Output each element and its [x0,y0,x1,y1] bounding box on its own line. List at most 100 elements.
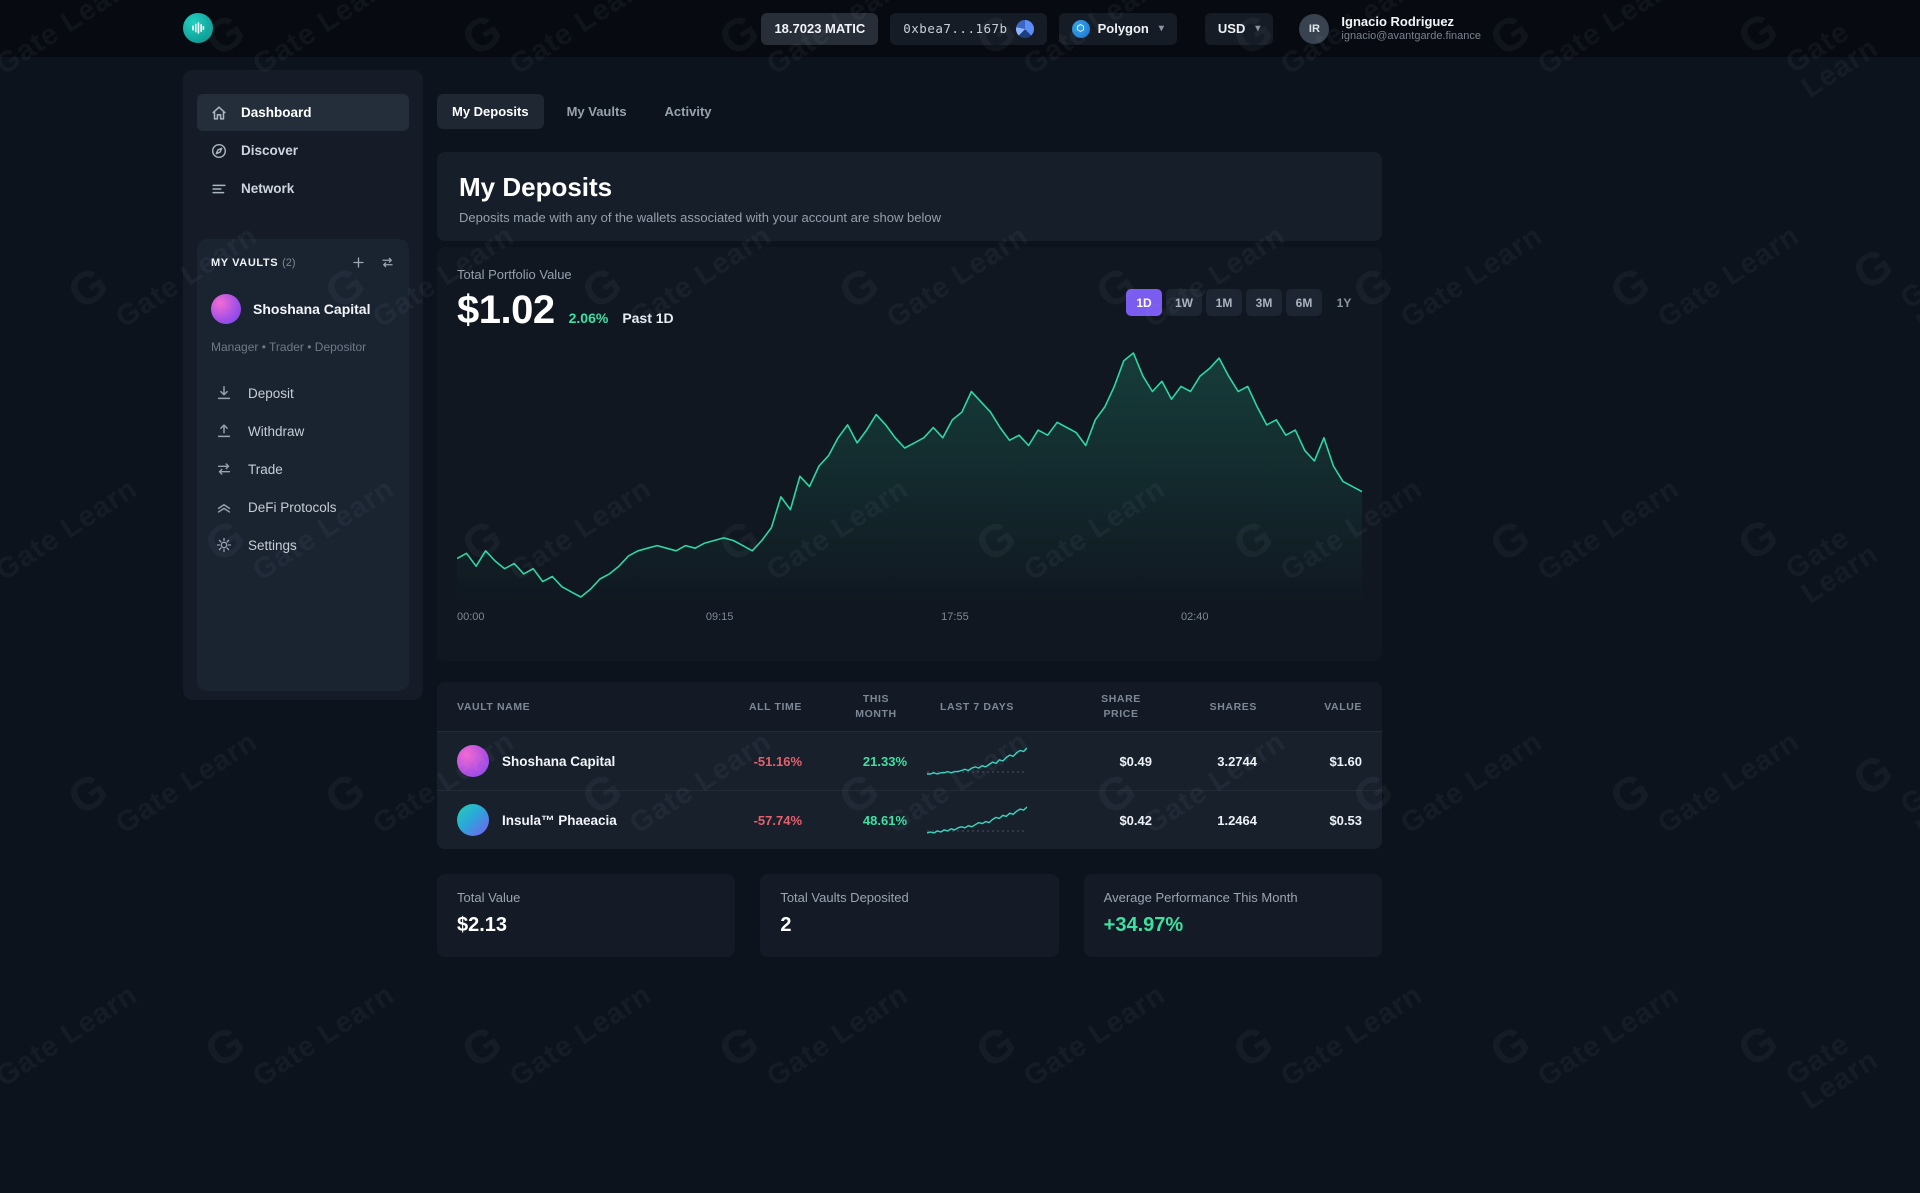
table-row-insula-phaeacia[interactable]: Insula™ Phaeacia -57.74% 48.61% $0.42 1.… [437,790,1382,849]
sidebar-item-discover[interactable]: Discover [197,132,409,169]
topbar-right: 18.7023 MATIC 0xbea7...167b ⬡ Polygon ▾ … [761,0,1481,57]
table-header: VAULT NAME ALL TIME THIS MONTH LAST 7 DA… [437,682,1382,731]
portfolio-period: Past 1D [622,310,674,326]
swap-icon [382,257,393,268]
sparkline-svg [927,806,1027,834]
range-button-1y[interactable]: 1Y [1326,289,1362,316]
tab-my-deposits[interactable]: My Deposits [437,94,544,129]
row-all-time: -57.74% [753,812,802,828]
col-vault-name: VAULT NAME [457,700,531,713]
vault-avatar [457,745,489,777]
vault-menu-label: DeFi Protocols [248,499,337,515]
portfolio-change: 2.06% [568,310,609,326]
table-row-shoshana-capital[interactable]: Shoshana Capital -51.16% 21.33% $0.49 3.… [437,731,1382,790]
row-this-month: 48.61% [862,812,907,828]
tab-my-vaults[interactable]: My Vaults [566,104,627,119]
vault-menu-defi-protocols[interactable]: DeFi Protocols [211,488,395,526]
stat-value: +34.97% [1103,914,1184,936]
app-logo[interactable] [183,13,213,43]
row-vault-name: Shoshana Capital [502,753,616,769]
user-avatar[interactable]: IR [1299,13,1330,44]
sidebar-item-network[interactable]: Network [197,170,409,207]
range-button-1w[interactable]: 1W [1166,289,1202,316]
range-button-6m[interactable]: 6M [1286,289,1322,316]
range-button-1d[interactable]: 1D [1126,289,1162,316]
vault-menu-label: Withdraw [248,423,305,439]
user-meta[interactable]: Ignacio Rodriguez ignacio@avantgarde.fin… [1341,14,1481,44]
sparkline-svg [927,747,1027,775]
stat-value: 2 [780,914,792,936]
sidebar: Dashboard Discover Network MY VAULTS (2) [183,70,423,700]
vault-roles: Manager • Trader • Depositor [211,340,367,354]
defi-protocols-icon [217,504,231,513]
vault-name: Shoshana Capital [253,301,371,317]
stat-total-value: Total Value $2.13 [437,874,736,957]
range-button-3m[interactable]: 3M [1246,289,1282,316]
vault-menu-trade[interactable]: Trade [211,450,395,488]
chart-x-axis: 00:00 09:15 17:55 02:40 [457,611,1362,627]
vault-menu-withdraw[interactable]: Withdraw [211,412,395,450]
col-value: VALUE [1324,700,1362,713]
stat-value: $2.13 [457,914,508,936]
currency-label: USD [1217,21,1246,36]
row-value: $0.53 [1329,812,1362,828]
portfolio-chart-card: Total Portfolio Value $1.02 2.06% Past 1… [437,247,1382,661]
wallet-balance-pill[interactable]: 18.7023 MATIC [761,12,879,45]
summary-stats: Total Value $2.13 Total Vaults Deposited… [437,874,1382,957]
network-selector[interactable]: ⬡ Polygon ▾ [1058,12,1177,45]
wallet-identicon [1015,19,1034,38]
add-vault-button[interactable] [351,255,366,270]
compass-icon [211,143,227,158]
vault-menu-label: Deposit [248,385,294,401]
my-vaults-actions [351,255,395,270]
row-shares: 1.2464 [1217,812,1257,828]
page-header-card: My Deposits Deposits made with any of th… [437,152,1382,241]
portfolio-value: $1.02 [457,288,555,332]
range-button-1m[interactable]: 1M [1206,289,1242,316]
deposits-table-card: VAULT NAME ALL TIME THIS MONTH LAST 7 DA… [437,682,1382,849]
col-shares: SHARES [1209,700,1257,713]
chevron-down-icon: ▾ [1255,23,1261,34]
stat-label: Average Performance This Month [1103,890,1298,905]
my-vaults-count: (2) [282,256,296,269]
currency-selector[interactable]: USD ▾ [1204,12,1274,45]
my-vaults-panel: MY VAULTS (2) Sho [197,239,409,691]
row-shares: 3.2744 [1217,753,1257,769]
stat-label: Total Vaults Deposited [780,890,909,905]
sidebar-item-dashboard[interactable]: Dashboard [197,94,409,131]
portfolio-value-label: Total Portfolio Value [457,267,572,282]
vault-menu-settings[interactable]: Settings [211,526,395,564]
network-label: Polygon [1097,21,1149,36]
user-name: Ignacio Rodriguez [1341,13,1455,29]
wallet-address: 0xbea7...167b [903,21,1008,36]
plus-icon [353,257,364,268]
x-tick: 17:55 [941,611,969,623]
home-icon [212,105,226,120]
sidebar-item-label: Discover [241,143,299,158]
vault-item-shoshana-capital[interactable]: Shoshana Capital [211,294,395,324]
row-this-month: 21.33% [862,753,907,769]
switch-vault-button[interactable] [380,255,395,270]
wallet-address-pill[interactable]: 0xbea7...167b [890,12,1047,45]
waveform-icon [192,22,205,34]
main-tabs: My Deposits My Vaults Activity [437,94,727,129]
chevron-down-icon: ▾ [1158,23,1164,34]
vault-menu-deposit[interactable]: Deposit [211,374,395,412]
stat-average-performance: Average Performance This Month +34.97% [1083,874,1382,957]
page-subtitle: Deposits made with any of the wallets as… [459,210,941,225]
row-vault-name: Insula™ Phaeacia [502,812,617,828]
sidebar-item-label: Network [241,181,295,196]
tab-activity[interactable]: Activity [664,104,712,119]
